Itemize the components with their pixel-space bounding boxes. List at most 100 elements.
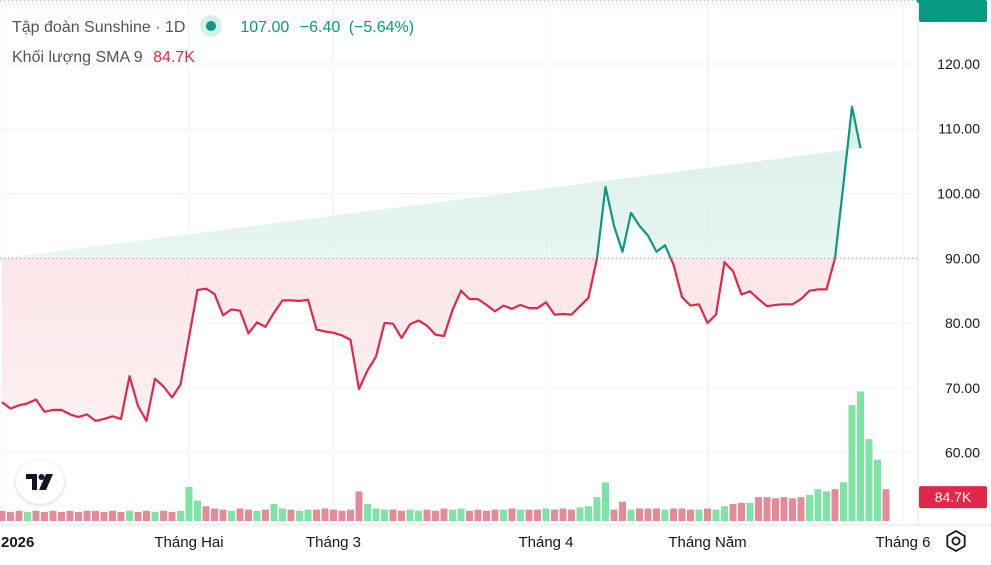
volume-indicator-value: 84.7K — [153, 49, 195, 66]
volume-bar — [593, 497, 601, 521]
volume-bar — [389, 509, 397, 521]
volume-bar — [49, 510, 57, 521]
volume-bar — [695, 509, 703, 521]
volume-bar — [755, 497, 762, 521]
x-tick-label: Tháng Năm — [668, 534, 746, 551]
volume-bar — [83, 510, 91, 521]
price-change: −6.40 — [299, 19, 341, 37]
y-tick-label: 100.00 — [937, 185, 980, 201]
area-fill-below — [2, 258, 836, 421]
volume-bar — [610, 509, 618, 521]
volume-bar — [194, 500, 201, 521]
volume-bar — [882, 489, 890, 521]
volume-bars — [0, 391, 890, 521]
volume-bar — [874, 459, 881, 521]
volume-bar — [287, 509, 295, 521]
volume-bar — [576, 507, 584, 521]
volume-bar — [474, 509, 482, 521]
volume-bar — [551, 509, 558, 521]
volume-bar — [636, 508, 643, 521]
market-status-icon[interactable] — [199, 15, 222, 37]
volume-bar — [398, 510, 405, 521]
volume-bar — [534, 509, 541, 521]
volume-bar — [381, 509, 388, 521]
volume-bar — [721, 506, 728, 521]
volume-bar — [763, 497, 771, 521]
volume-bar — [729, 503, 737, 521]
volume-bar — [24, 511, 31, 521]
volume-bar — [712, 509, 720, 521]
volume-bar — [432, 510, 439, 521]
time-axis: 2026 Tháng Hai Tháng 3 Tháng 4 Tháng Năm Thán… — [1, 534, 931, 551]
volume-bar — [797, 497, 805, 521]
y-tick-label: 120.00 — [937, 56, 980, 72]
volume-bar — [211, 508, 218, 521]
volume-bar — [814, 489, 822, 521]
volume-bar — [789, 498, 796, 521]
volume-bar — [143, 510, 150, 521]
volume-bar — [75, 511, 82, 521]
volume-badge — [919, 486, 987, 509]
volume-bar — [406, 509, 414, 521]
volume-bar — [202, 506, 210, 521]
y-tick-label: 80.00 — [945, 315, 980, 331]
volume-bar — [500, 509, 507, 521]
volume-bar — [296, 510, 303, 521]
volume-bar — [704, 508, 711, 521]
symbol-name[interactable]: Tập đoàn Sunshine — [12, 19, 151, 37]
volume-bar — [92, 510, 99, 521]
tradingview-logo-icon-glyph — [26, 474, 53, 490]
settings-icon[interactable] — [943, 528, 969, 554]
volume-bar — [160, 510, 167, 521]
area-fill-above — [2, 106, 861, 259]
x-tick-label: 2026 — [1, 534, 34, 551]
symbol-separator: · — [155, 19, 161, 37]
volume-indicator-label[interactable]: Khối lượng SMA 9 — [12, 49, 143, 66]
volume-badge-text: 84.7K — [935, 489, 972, 505]
volume-bar — [117, 511, 125, 521]
volume-bar — [168, 511, 176, 521]
area-fill — [2, 106, 861, 421]
volume-bar — [423, 509, 431, 521]
price-axis: 120.00 110.00 100.00 90.00 80.00 70.00 60.00 — [937, 56, 980, 461]
volume-bar — [304, 509, 312, 521]
volume-bar — [670, 508, 677, 521]
volume-bar — [185, 486, 193, 521]
volume-bar — [279, 508, 286, 521]
volume-bar — [236, 508, 244, 521]
volume-bar — [738, 502, 745, 521]
volume-bar — [525, 509, 533, 521]
price-change-pct: (−5.64%) — [348, 19, 415, 37]
volume-bar — [41, 511, 48, 521]
volume-bar — [321, 508, 329, 521]
symbol-interval[interactable]: 1D — [165, 19, 186, 37]
volume-bar — [449, 509, 456, 521]
last-price-badge-text: 107.00 — [932, 0, 975, 3]
volume-bar — [840, 482, 847, 521]
volume-bar — [228, 510, 235, 521]
volume-bar — [330, 509, 337, 521]
x-tick-label: Tháng 4 — [518, 534, 573, 551]
volume-bar — [619, 501, 626, 521]
volume-bar — [661, 509, 669, 521]
volume-bar — [831, 489, 839, 521]
volume-bar — [364, 503, 371, 521]
volume-bar — [313, 509, 320, 521]
volume-bar — [602, 482, 609, 521]
y-tick-label: 90.00 — [945, 250, 980, 266]
volume-bar — [347, 509, 354, 521]
volume-bar — [627, 509, 635, 521]
volume-bar — [0, 510, 6, 521]
volume-bar — [687, 509, 694, 521]
volume-bar — [644, 508, 652, 521]
volume-bar — [823, 491, 830, 521]
volume-bar — [270, 503, 278, 521]
volume-bar — [508, 508, 516, 521]
volume-bar — [848, 405, 856, 521]
volume-bar — [678, 508, 686, 521]
volume-bar — [7, 511, 14, 521]
last-price: 107.00 — [240, 19, 290, 37]
volume-bar — [865, 439, 873, 521]
tradingview-logo-icon[interactable] — [16, 460, 64, 504]
